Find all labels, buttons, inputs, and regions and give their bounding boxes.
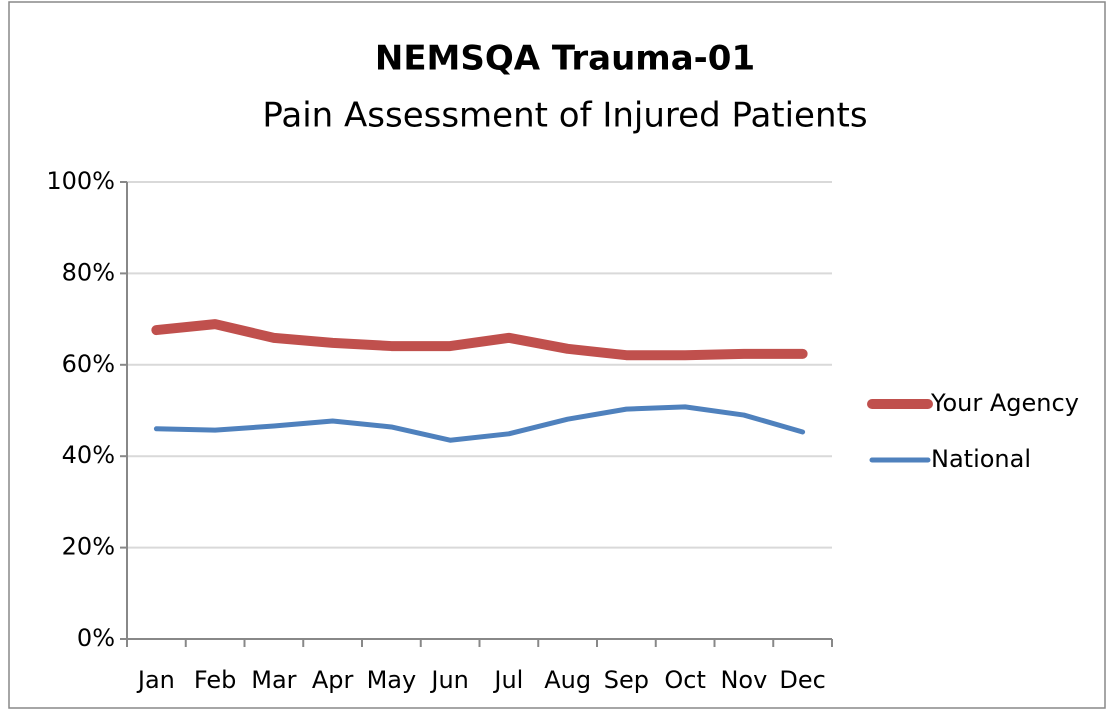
y-tick-label: 100%	[46, 167, 115, 195]
x-tick-label: Aug	[544, 666, 591, 694]
x-tick-label: Jan	[136, 666, 175, 694]
y-tick-label: 80%	[62, 258, 115, 286]
chart-subtitle: Pain Assessment of Injured Patients	[262, 96, 867, 136]
x-tick-label: Feb	[194, 666, 237, 694]
y-tick-label: 0%	[77, 624, 115, 652]
chart-frame	[8, 1, 1106, 709]
x-tick-label: Apr	[312, 666, 354, 694]
y-tick-label: 40%	[62, 441, 115, 469]
x-tick-label: May	[367, 666, 417, 694]
series-line	[151, 319, 808, 361]
x-tick-label: Jul	[492, 666, 523, 694]
x-tick-label: Nov	[720, 666, 767, 694]
y-tick-label: 20%	[62, 533, 115, 561]
x-tick-label: Sep	[604, 666, 649, 694]
chart-title: NEMSQA Trauma-01	[375, 39, 755, 79]
x-tick-label: Mar	[251, 666, 296, 694]
y-tick-label: 60%	[62, 350, 115, 378]
x-tick-label: Jun	[429, 666, 469, 694]
legend-label: National	[931, 445, 1031, 473]
series-line	[153, 404, 806, 443]
legend-label: Your Agency	[930, 389, 1079, 417]
x-tick-label: Dec	[779, 666, 825, 694]
x-tick-label: Oct	[664, 666, 706, 694]
